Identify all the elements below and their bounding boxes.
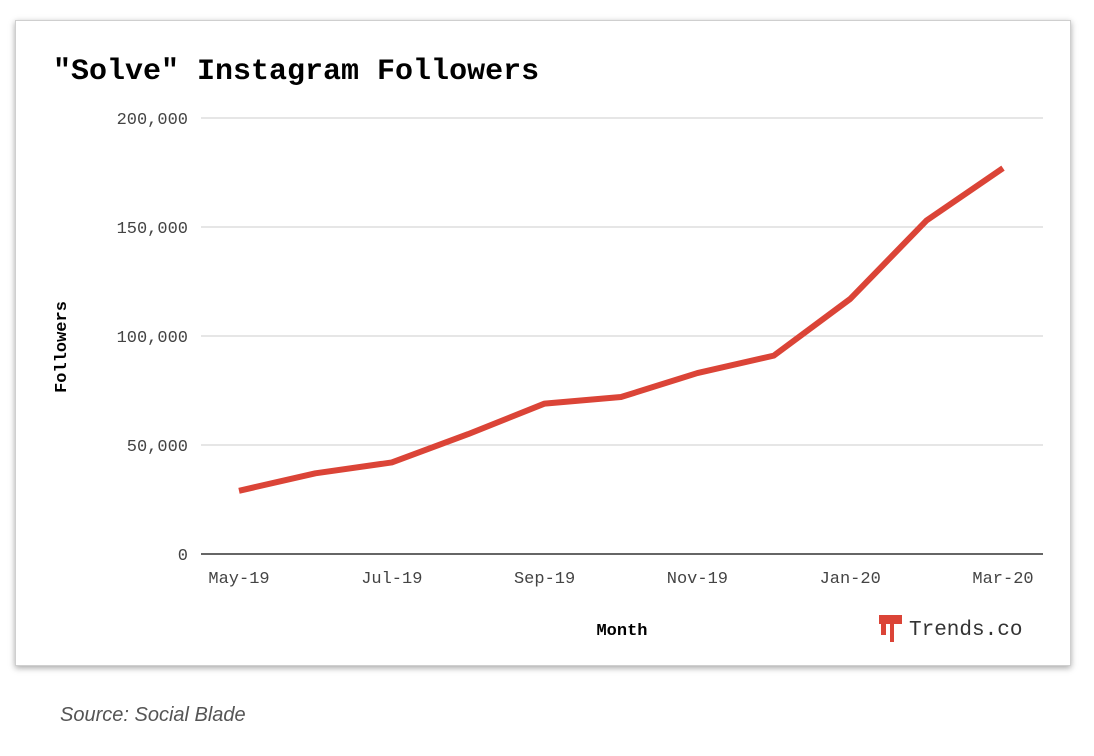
x-tick-label: Jul-19 <box>361 570 422 589</box>
x-axis-ticks: May-19 Jul-19 Sep-19 Nov-19 Jan-20 Mar-20 <box>208 570 1033 589</box>
x-tick-label: Jan-20 <box>820 570 881 589</box>
y-tick-label: 200,000 <box>117 111 188 130</box>
chart-title: "Solve" Instagram Followers <box>53 55 539 89</box>
x-tick-label: Sep-19 <box>514 570 575 589</box>
source-caption: Source: Social Blade <box>60 704 246 726</box>
series-line <box>238 165 1005 494</box>
y-tick-label: 150,000 <box>117 220 188 239</box>
chart-card: "Solve" Instagram Followers 0 50,000 100,0… <box>15 20 1071 666</box>
y-tick-label: 50,000 <box>127 438 188 457</box>
x-tick-label: Nov-19 <box>667 570 728 589</box>
trends-t-icon <box>879 615 902 642</box>
x-axis-label: Month <box>596 622 647 641</box>
y-axis-ticks: 0 50,000 100,000 150,000 200,000 <box>117 111 188 566</box>
y-tick-label: 0 <box>178 547 188 566</box>
x-tick-label: May-19 <box>208 570 269 589</box>
series-layer <box>238 165 1005 494</box>
chart-svg: "Solve" Instagram Followers 0 50,000 100,0… <box>53 55 1043 642</box>
trends-logo: Trends.co <box>879 615 1022 642</box>
y-tick-label: 100,000 <box>117 329 188 348</box>
trends-logo-text: Trends.co <box>909 619 1022 642</box>
x-tick-label: Mar-20 <box>972 570 1033 589</box>
grid-layer <box>201 117 1043 555</box>
y-axis-label: Followers <box>53 301 72 393</box>
